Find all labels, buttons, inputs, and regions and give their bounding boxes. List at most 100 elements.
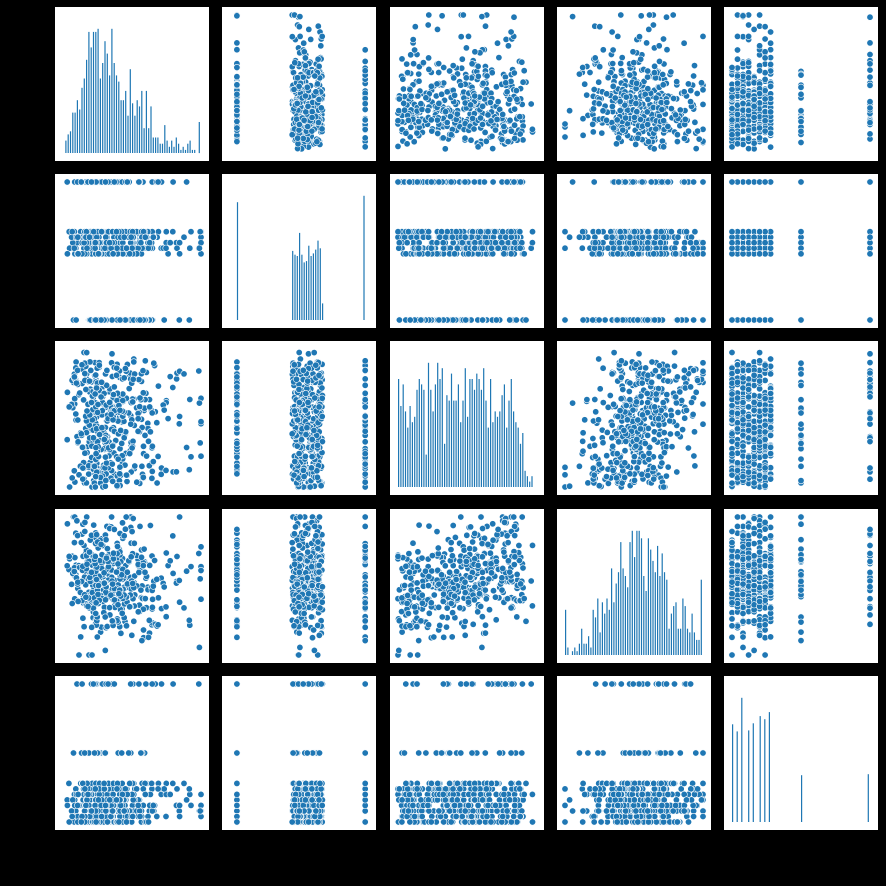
- scatter-point: [95, 361, 103, 369]
- hist-bar: [122, 100, 124, 153]
- scatter-point: [621, 473, 629, 481]
- scatter-point: [491, 228, 499, 236]
- scatter-point: [100, 435, 108, 443]
- scatter-point: [410, 60, 418, 68]
- scatter-point: [488, 69, 496, 77]
- hist-bar: [104, 41, 106, 154]
- hist-bar: [469, 379, 471, 487]
- scatter-point: [669, 11, 677, 19]
- scatter-point: [133, 478, 141, 486]
- scatter-point: [745, 134, 753, 142]
- scatter-point: [173, 375, 181, 383]
- scatter-point: [471, 92, 479, 100]
- scatter-point: [739, 244, 747, 252]
- scatter-point: [118, 439, 126, 447]
- pairplot-svg-r3-c1: [63, 349, 205, 491]
- scatter-point: [489, 178, 497, 186]
- scatter-point: [462, 44, 470, 52]
- scatter-point: [195, 244, 203, 252]
- scatter-point: [644, 244, 652, 252]
- scatter-point: [512, 316, 520, 324]
- scatter-point: [681, 115, 689, 123]
- scatter-point: [479, 79, 487, 87]
- scatter-point: [617, 373, 625, 381]
- scatter-point: [93, 384, 101, 392]
- scatter-point: [589, 316, 597, 324]
- scatter-point: [797, 90, 805, 98]
- scatter-point: [101, 453, 109, 461]
- scatter-point: [645, 138, 653, 146]
- scatter-point: [647, 178, 655, 186]
- scatter-point: [427, 178, 435, 186]
- scatter-point: [164, 415, 172, 423]
- scatter-point: [504, 42, 512, 50]
- scatter-point: [233, 107, 241, 115]
- scatter-point: [314, 80, 322, 88]
- scatter-point: [756, 67, 764, 75]
- scatter-point: [694, 250, 702, 258]
- scatter-point: [439, 134, 447, 142]
- scatter-point: [642, 364, 650, 372]
- scatter-point: [673, 468, 681, 476]
- scatter-point: [579, 63, 587, 71]
- scatter-point: [561, 316, 569, 324]
- hist-bar: [529, 481, 531, 487]
- scatter-point: [311, 72, 319, 80]
- scatter-point: [74, 250, 82, 258]
- hist-bar: [69, 131, 72, 153]
- scatter-point: [361, 450, 369, 458]
- hist-bar: [299, 232, 301, 320]
- scatter-point: [137, 239, 145, 247]
- scatter-point: [467, 101, 475, 109]
- scatter-point: [683, 228, 691, 236]
- scatter-point: [318, 384, 326, 392]
- scatter-point: [609, 60, 617, 68]
- scatter-point: [479, 316, 487, 324]
- scatter-point: [649, 21, 657, 29]
- hist-bar: [143, 128, 145, 153]
- pairplot-svg-r3-c2: [233, 349, 369, 491]
- scatter-point: [610, 124, 618, 132]
- scatter-point: [187, 453, 195, 461]
- scatter-point: [138, 462, 146, 470]
- scatter-point: [427, 82, 435, 90]
- scatter-point: [108, 350, 116, 358]
- scatter-point: [767, 39, 775, 47]
- hist-bar: [432, 411, 434, 487]
- scatter-point: [233, 138, 241, 146]
- scatter-point: [233, 81, 241, 89]
- scatter-point: [478, 13, 486, 21]
- scatter-point: [461, 178, 469, 186]
- scatter-point: [599, 107, 607, 115]
- pairplot-cell-r2-c3: [390, 174, 544, 328]
- hist-bar: [414, 416, 416, 487]
- scatter-point: [644, 424, 652, 432]
- scatter-point: [728, 105, 736, 113]
- scatter-point: [233, 393, 241, 401]
- scatter-point: [394, 228, 402, 236]
- scatter-point: [361, 357, 369, 365]
- scatter-point: [628, 250, 636, 258]
- scatter-point: [756, 250, 764, 258]
- scatter-point: [425, 11, 433, 19]
- scatter-point: [91, 483, 99, 491]
- hist-bar: [95, 31, 97, 153]
- scatter-point: [581, 416, 589, 424]
- scatter-point: [495, 54, 503, 62]
- scatter-point: [79, 464, 87, 472]
- scatter-point: [187, 228, 195, 236]
- scatter-point: [83, 407, 91, 415]
- scatter-point: [446, 67, 454, 75]
- scatter-point: [638, 470, 646, 478]
- scatter-point: [634, 134, 642, 142]
- scatter-point: [308, 114, 316, 122]
- scatter-point: [361, 100, 369, 108]
- scatter-point: [471, 48, 479, 56]
- scatter-point: [662, 472, 670, 480]
- pairplot-svg-r1-c4: [561, 11, 707, 153]
- scatter-point: [615, 178, 623, 186]
- scatter-point: [160, 406, 168, 414]
- scatter-point: [579, 429, 587, 437]
- scatter-point: [425, 54, 433, 62]
- scatter-point: [457, 33, 465, 41]
